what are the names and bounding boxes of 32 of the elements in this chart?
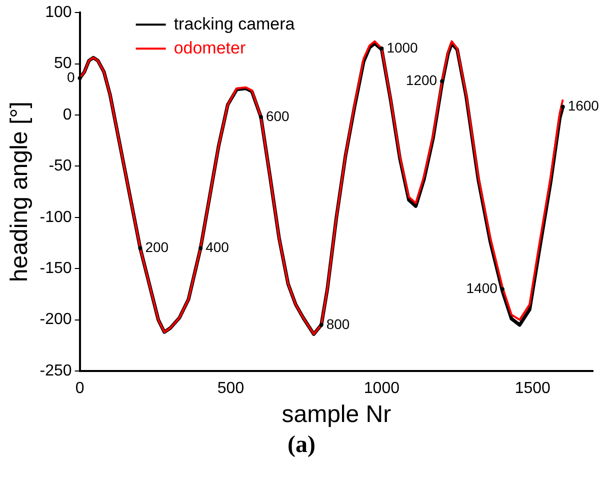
y-tick-label: -150 [40, 260, 72, 278]
y-tick-label: -100 [40, 208, 72, 226]
y-tick-label: -50 [48, 158, 72, 175]
x-axis-title: sample Nr [282, 401, 392, 428]
point [560, 104, 565, 109]
legend-label: tracking camera [174, 14, 296, 34]
x-tick-label: 500 [217, 380, 244, 398]
legend-label: odometer [174, 38, 246, 58]
y-axis-title: heading angle [°] [6, 102, 34, 282]
x-tick-label: 0 [75, 380, 84, 398]
point [380, 46, 384, 50]
point [198, 246, 203, 250]
y-tick-label: -200 [40, 311, 72, 328]
y-tick-label: 0 [62, 106, 72, 124]
x-tick-label: 1000 [364, 380, 400, 398]
annotation: 400 [206, 238, 230, 255]
annotation: 1000 [386, 39, 418, 56]
text: (a) [286, 432, 316, 459]
annotation: 1200 [406, 72, 438, 88]
annotation: 800 [326, 316, 350, 332]
annotation: 1400 [466, 280, 498, 296]
y-tick-label: 100 [45, 4, 72, 22]
point [138, 246, 142, 250]
y-tick-label: -250 [40, 362, 72, 380]
annotation: 1600 [568, 98, 600, 114]
point [319, 322, 324, 327]
x-tick-label: 1500 [514, 380, 551, 398]
y-tick-label: 50 [54, 55, 72, 72]
annotation: 600 [266, 108, 290, 124]
point [258, 115, 263, 120]
point [78, 76, 82, 80]
annotation: 200 [145, 238, 169, 255]
